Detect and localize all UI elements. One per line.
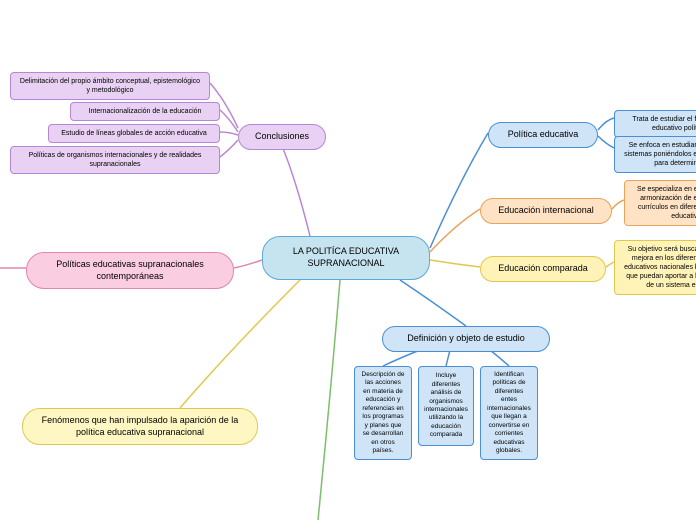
node-definicion-child-1: Descripción de las acciones en materia d… [354, 366, 412, 460]
node-politica-educativa-child-1: Trata de estudiar el fenómeno educativo … [614, 110, 696, 138]
node-politicas-contemporaneas: Políticas educativas supranacionales con… [26, 252, 234, 289]
node-fenomenos: Fenómenos que han impulsado la aparición… [22, 408, 258, 445]
node-educacion-internacional-child-1: Se especializa en el estudio de la armon… [624, 180, 696, 226]
node-politica-educativa: Política educativa [488, 122, 598, 148]
node-conclusiones-child-4: Políticas de organismos internacionales … [10, 146, 220, 174]
node-definicion: Definición y objeto de estudio [382, 326, 550, 352]
center-node: LA POLITÍCA EDUCATIVA SUPRANACIONAL [262, 236, 430, 280]
node-definicion-child-3: Identifican políticas de diferentes ente… [480, 366, 538, 460]
node-conclusiones-child-1: Delimitación del propio ámbito conceptua… [10, 72, 210, 100]
node-conclusiones-child-3: Estudio de líneas globales de acción edu… [48, 124, 220, 143]
node-educacion-internacional: Educación internacional [480, 198, 612, 224]
node-politica-educativa-child-2: Se enfoca en estudiar diferentes sistema… [614, 136, 696, 173]
node-definicion-child-2: Incluye diferentes análisis de organismo… [418, 366, 474, 446]
node-conclusiones-child-2: Internacionalización de la educación [70, 102, 220, 121]
node-educacion-comparada: Educación comparada [480, 256, 606, 282]
node-conclusiones: Conclusiones [238, 124, 326, 150]
node-educacion-comparada-child-1: Su objetivo será buscar aspectos de mejo… [614, 240, 696, 295]
